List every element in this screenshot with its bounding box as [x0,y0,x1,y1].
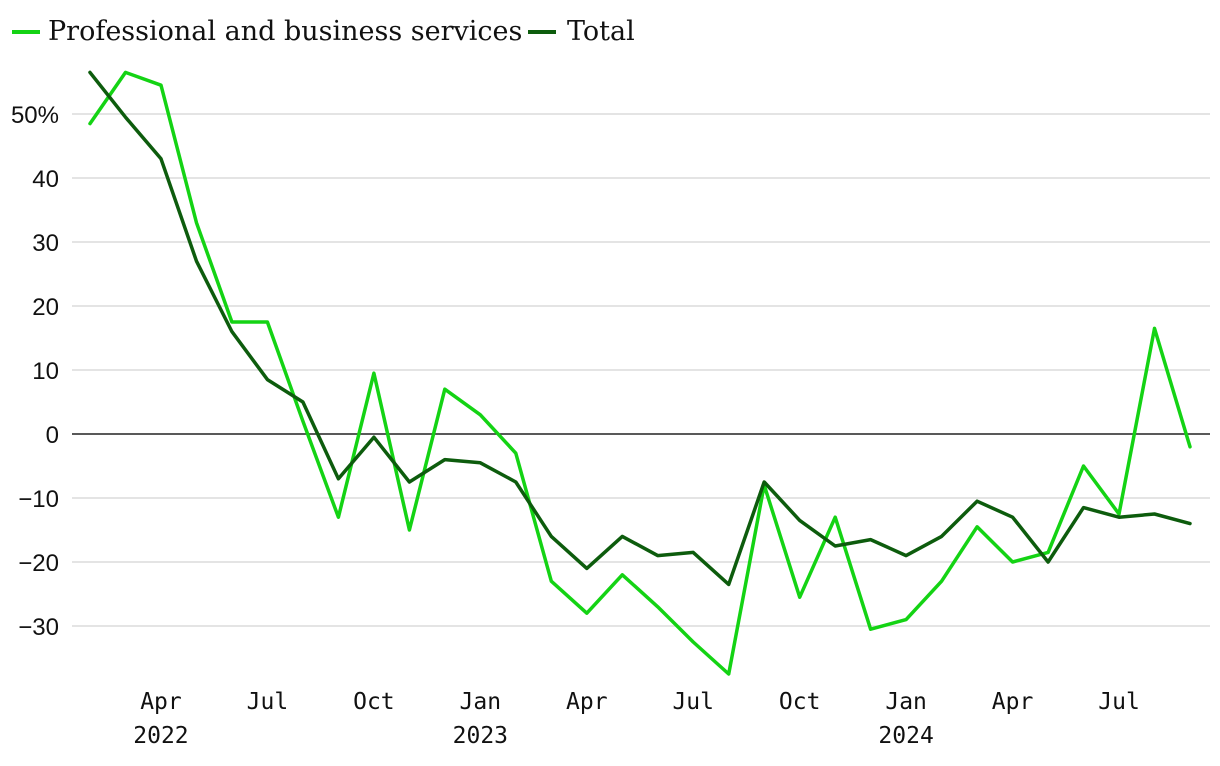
x-tick-label: Apr [992,689,1034,715]
y-tick-label: −30 [18,614,59,641]
x-tick-label: Jul [247,689,289,715]
y-tick-label: 50% [11,102,59,129]
x-axis: Apr 2022 Jul Oct Jan 2023 Apr Jul Oct Jan 2024 Apr J… [133,689,1140,749]
x-tick-label: Jan [885,689,927,715]
y-tick-label: 10 [32,358,59,385]
x-tick-label: Jul [672,689,714,715]
x-tick-label: Apr [566,689,608,715]
series-line-total [88,70,1192,587]
y-tick-label: 40 [32,166,59,193]
y-tick-label: 20 [32,294,59,321]
x-tick-label: Jul [1098,689,1140,715]
y-tick-label: 30 [32,230,59,257]
y-tick-label: −20 [18,550,59,577]
legend-label-professional-and-business-services: Professional and business services [48,16,522,47]
y-axis: 50% 40 30 20 10 0 −10 −20 −30 [11,102,59,641]
series-line-professional-and-business-services [88,70,1192,676]
legend-label-total: Total [567,16,635,47]
x-tick-year-label: 2023 [453,723,508,749]
x-tick-year-label: 2024 [878,723,933,749]
x-tick-label: Jan [460,689,502,715]
x-tick-label: Apr [140,689,182,715]
legend: Professional and business services Total [12,16,635,47]
x-tick-label: Oct [353,689,395,715]
x-tick-label: Oct [779,689,821,715]
y-tick-label: 0 [46,422,59,449]
plot-area [88,70,1192,676]
x-tick-year-label: 2022 [133,723,188,749]
y-tick-label: −10 [18,486,59,513]
